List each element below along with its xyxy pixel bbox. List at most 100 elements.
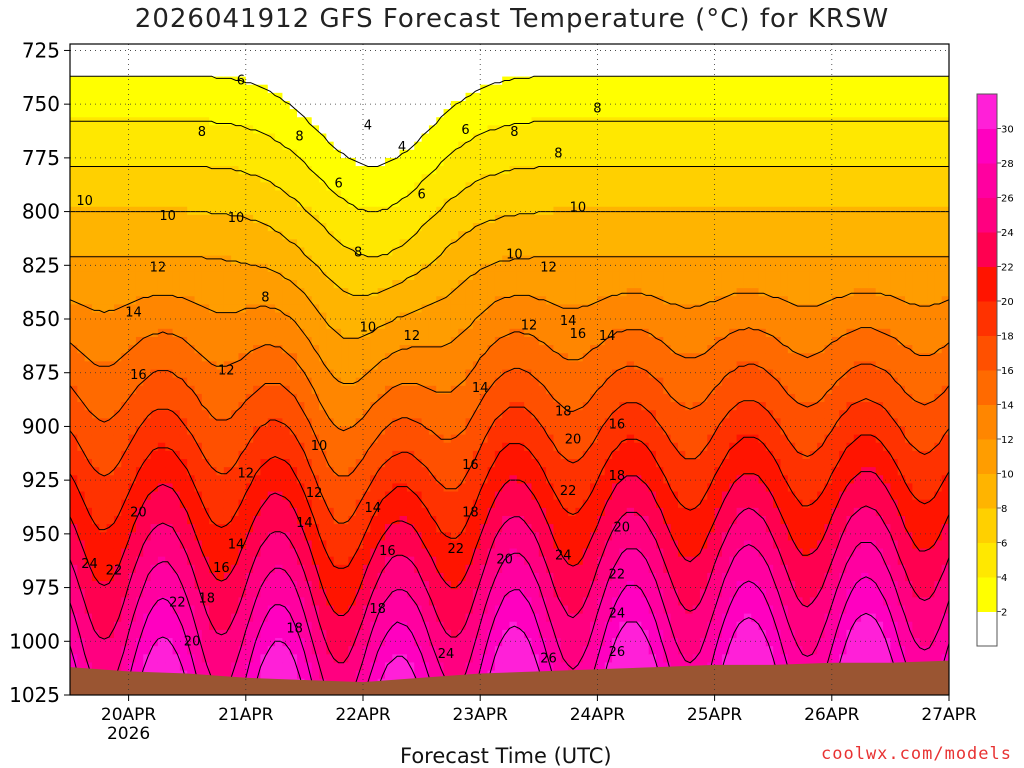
field-cell (209, 483, 218, 493)
field-cell (157, 100, 166, 110)
field-cell (297, 353, 305, 362)
field-cell (472, 182, 481, 192)
field-cell (209, 76, 218, 86)
field-cell (106, 336, 115, 346)
field-cell (135, 166, 144, 175)
field-cell (157, 572, 166, 582)
field-cell (143, 459, 152, 468)
field-cell (187, 475, 196, 485)
field-cell (428, 589, 437, 598)
field-cell (157, 320, 166, 330)
field-cell (223, 670, 232, 680)
field-cell (128, 247, 137, 257)
field-cell (326, 597, 335, 607)
field-cell (194, 100, 203, 110)
field-cell (524, 149, 533, 159)
field-cell (289, 377, 298, 387)
field-cell (165, 328, 174, 338)
field-cell (326, 198, 335, 208)
field-cell (187, 377, 196, 387)
field-cell (165, 613, 174, 623)
field-cell (267, 581, 276, 590)
field-cell (480, 646, 489, 655)
field-cell (223, 84, 232, 94)
field-cell (289, 328, 298, 338)
field-cell (524, 336, 533, 346)
field-cell (106, 515, 115, 525)
field-cell (392, 556, 401, 566)
field-cell (194, 174, 203, 183)
field-cell (465, 92, 474, 102)
field-cell (267, 491, 276, 501)
field-cell (135, 214, 144, 224)
field-cell (91, 157, 100, 167)
field-cell (245, 646, 254, 655)
field-cell (113, 515, 122, 525)
field-cell (509, 597, 518, 607)
field-cell (113, 434, 122, 444)
field-cell (472, 467, 481, 476)
field-cell (421, 548, 430, 558)
field-cell (326, 532, 335, 541)
field-cell (319, 223, 327, 232)
field-cell (304, 149, 313, 159)
field-cell (209, 515, 218, 525)
field-cell (267, 532, 276, 541)
field-cell (465, 174, 474, 183)
field-cell (450, 467, 459, 476)
field-cell (282, 467, 291, 476)
field-cell (443, 320, 452, 330)
field-cell (333, 263, 342, 273)
field-cell (370, 646, 379, 655)
field-cell (421, 141, 430, 151)
field-cell (516, 279, 525, 289)
field-cell (70, 629, 78, 639)
field-cell (135, 605, 144, 615)
field-cell (135, 125, 144, 135)
field-cell (458, 271, 467, 281)
field-cell (421, 231, 430, 240)
field-cell (70, 149, 78, 159)
field-cell (99, 418, 108, 428)
field-cell (326, 475, 335, 485)
field-cell (384, 100, 393, 110)
field-cell (465, 605, 474, 615)
field-cell (377, 92, 386, 102)
field-cell (165, 320, 174, 330)
field-cell (172, 353, 181, 362)
field-cell (187, 646, 196, 655)
field-cell (106, 564, 115, 574)
field-cell (494, 125, 503, 135)
field-cell (209, 214, 218, 224)
field-cell (113, 613, 122, 623)
field-cell (509, 459, 518, 468)
field-cell (297, 385, 305, 395)
field-cell (150, 654, 159, 664)
field-cell (487, 84, 496, 94)
field-cell (238, 654, 247, 664)
field-cell (436, 166, 445, 175)
field-cell (319, 44, 327, 53)
field-cell (377, 377, 386, 387)
field-cell (157, 125, 166, 135)
field-cell (121, 524, 130, 533)
field-cell (304, 572, 313, 582)
field-cell (502, 402, 511, 411)
field-cell (414, 483, 423, 493)
field-cell (384, 166, 393, 175)
field-cell (157, 426, 166, 436)
field-cell (480, 117, 489, 126)
field-cell (99, 548, 108, 558)
field-cell (355, 288, 364, 297)
field-cell (414, 572, 423, 582)
field-cell (179, 385, 188, 395)
field-cell (363, 418, 371, 428)
field-cell (179, 524, 188, 533)
field-cell (70, 345, 78, 354)
field-cell (311, 44, 320, 53)
field-cell (377, 556, 386, 566)
field-cell (150, 597, 159, 607)
field-cell (84, 418, 93, 428)
field-cell (524, 263, 533, 273)
field-cell (509, 450, 518, 460)
